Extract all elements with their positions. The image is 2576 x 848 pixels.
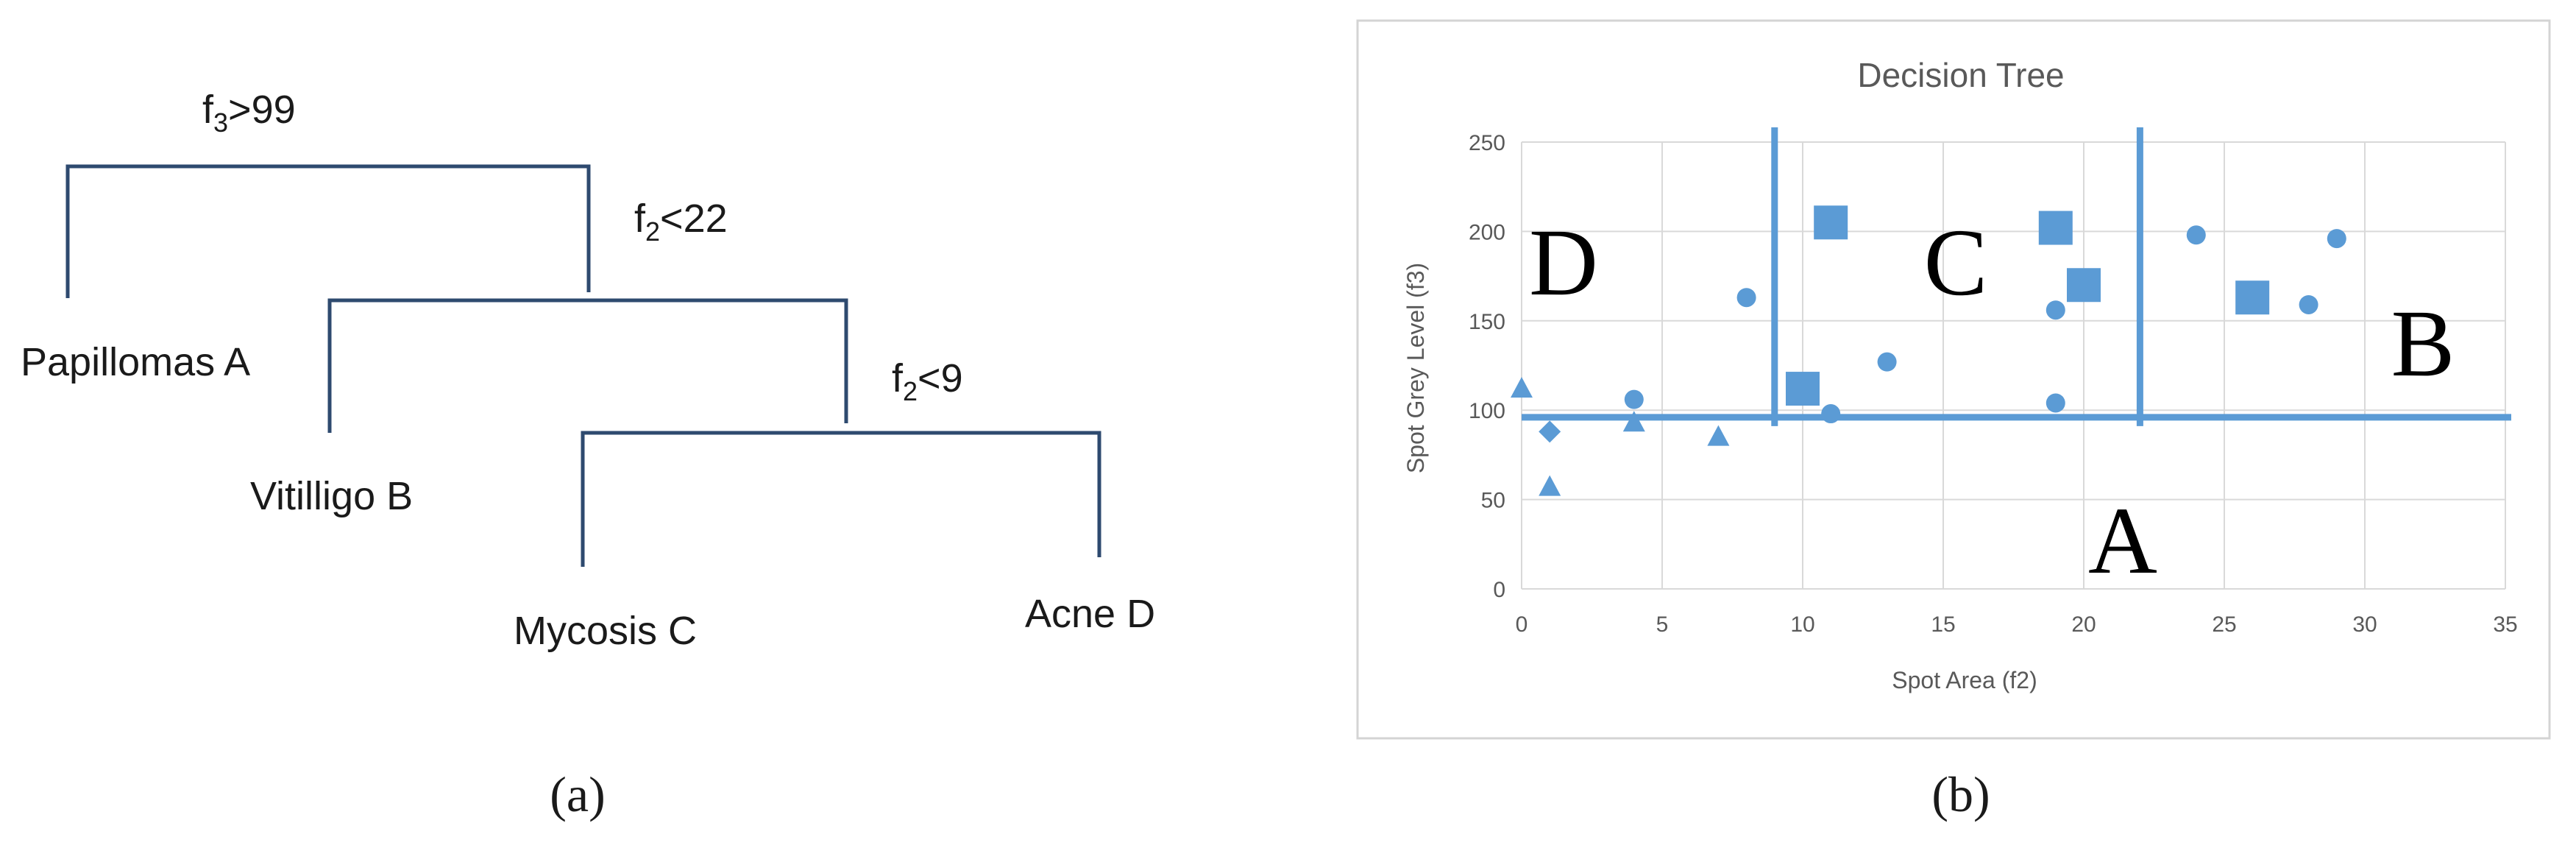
x-tick-label: 30 <box>2352 612 2377 637</box>
data-point-triangle <box>1622 411 1645 432</box>
leaf-papillomas-a: Papillomas A <box>21 340 250 384</box>
leaf-mycosis-c: Mycosis C <box>514 609 697 653</box>
split-label-f2-22: f2<22 <box>634 197 728 247</box>
x-tick-label: 25 <box>2212 612 2236 637</box>
decision-tree-diagram <box>65 164 1101 567</box>
y-tick-label: 0 <box>1493 578 1505 602</box>
data-point-triangle <box>1539 475 1561 496</box>
x-tick-label: 0 <box>1516 612 1528 637</box>
data-point-circle <box>2299 294 2318 314</box>
split-label-f2-9: f2<9 <box>892 356 963 406</box>
caption-b: (b) <box>1931 766 1990 822</box>
data-point-circle <box>1736 288 1756 308</box>
y-tick-label: 50 <box>1481 489 1505 513</box>
chart-threshold-lines <box>1522 127 2511 426</box>
y-tick-label: 150 <box>1469 310 1505 334</box>
data-point-circle <box>1624 389 1644 409</box>
data-point-square <box>1814 205 1848 240</box>
region-label-a: A <box>2088 488 2157 594</box>
data-point-triangle <box>1511 377 1533 398</box>
data-point-diamond <box>1539 420 1561 443</box>
chart-tick-labels: 0 50 100 150 200 250 0 5 10 15 20 25 30 35 <box>1469 131 2518 637</box>
region-label-d: D <box>1529 210 1598 316</box>
data-point-circle <box>2186 225 2206 245</box>
x-tick-label: 15 <box>1931 612 1955 637</box>
y-tick-label: 100 <box>1469 399 1505 423</box>
tree-branch-f2-9 <box>581 431 1101 567</box>
x-tick-label: 10 <box>1790 612 1814 637</box>
x-tick-label: 5 <box>1656 612 1669 637</box>
data-point-square <box>2038 211 2073 245</box>
caption-a: (a) <box>550 766 605 822</box>
chart-frame <box>1356 19 2551 740</box>
split-label-f3-99: f3>99 <box>202 88 296 138</box>
leaf-vitilligo-b: Vitilligo B <box>250 474 413 518</box>
x-tick-label: 20 <box>2071 612 2096 637</box>
y-tick-label: 250 <box>1469 131 1505 155</box>
tree-branch-f2-22 <box>327 298 848 433</box>
chart-data-points <box>1511 205 2346 496</box>
data-point-square <box>2067 268 2101 303</box>
data-point-triangle <box>1707 425 1730 446</box>
data-point-square <box>2235 280 2270 315</box>
leaf-acne-d: Acne D <box>1025 592 1155 636</box>
y-tick-label: 200 <box>1469 220 1505 244</box>
region-label-c: C <box>1924 210 1988 316</box>
region-label-b: B <box>2391 291 2455 397</box>
data-point-circle <box>2327 229 2346 249</box>
x-tick-label: 35 <box>2493 612 2517 637</box>
chart-gridlines <box>1521 141 2506 590</box>
chart-title: Decision Tree <box>1857 56 2064 94</box>
data-point-circle <box>1877 352 1897 372</box>
data-point-square <box>1786 372 1820 406</box>
tree-branch-root <box>65 164 591 298</box>
data-point-circle <box>2045 393 2065 413</box>
x-axis-label: Spot Area (f2) <box>1892 667 2037 693</box>
data-point-circle <box>2045 300 2065 320</box>
y-axis-label: Spot Grey Level (f3) <box>1402 263 1429 473</box>
